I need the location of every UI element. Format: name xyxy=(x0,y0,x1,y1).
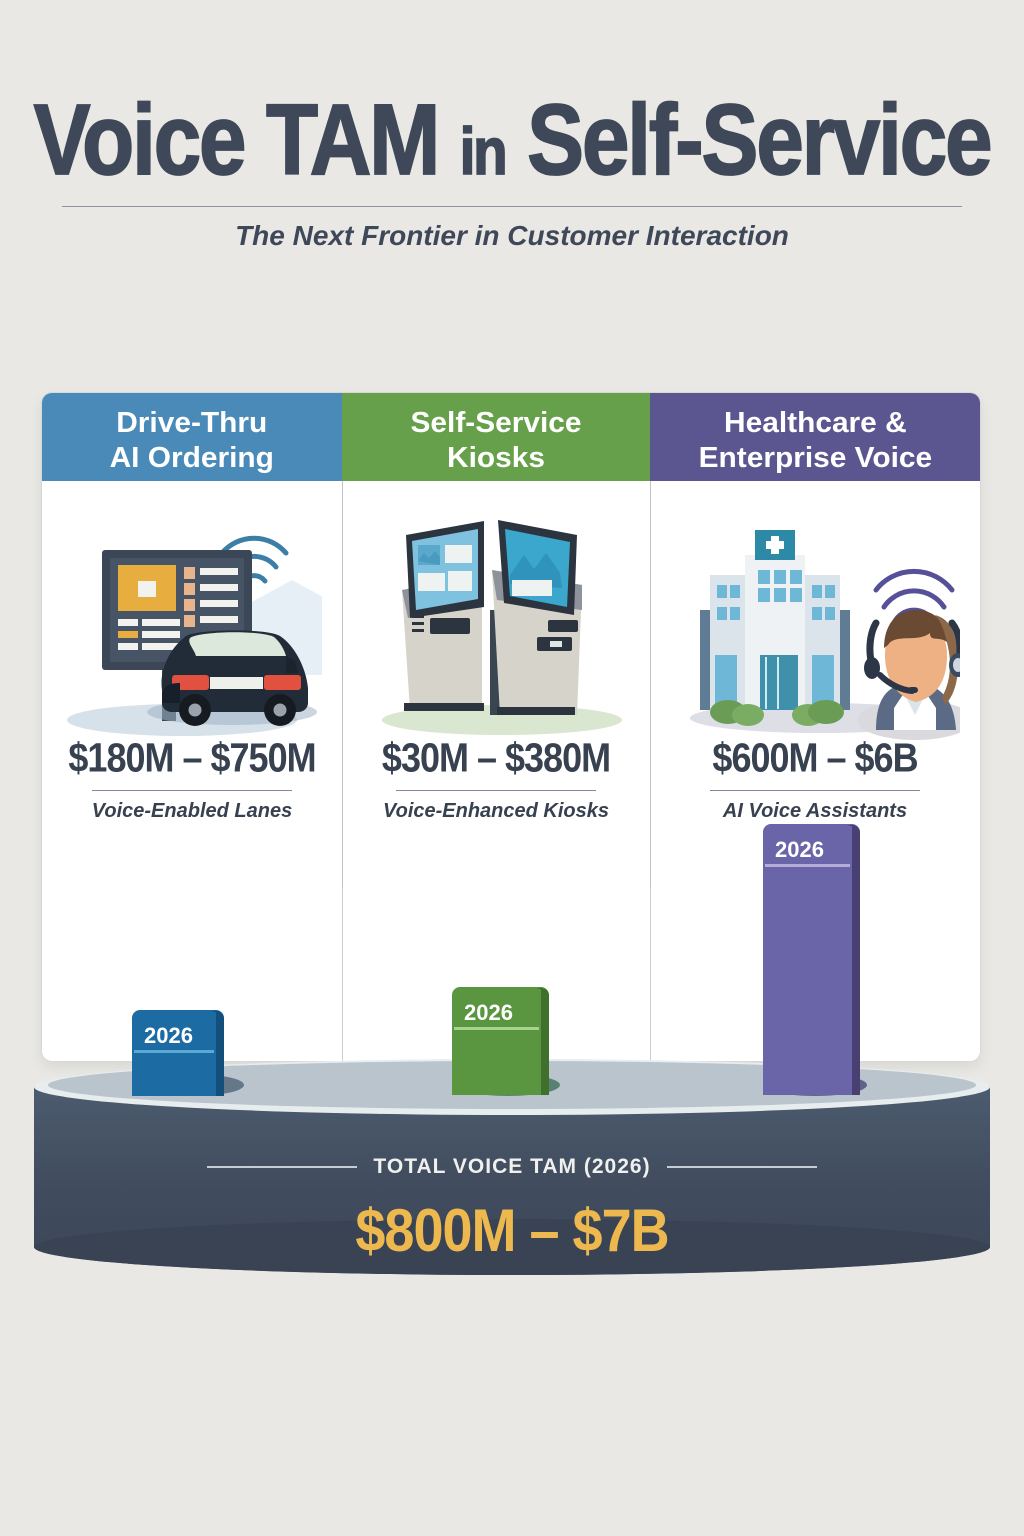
svg-text:2026: 2026 xyxy=(775,837,824,862)
svg-text:2026: 2026 xyxy=(464,1000,513,1025)
svg-text:2026: 2026 xyxy=(144,1023,193,1048)
